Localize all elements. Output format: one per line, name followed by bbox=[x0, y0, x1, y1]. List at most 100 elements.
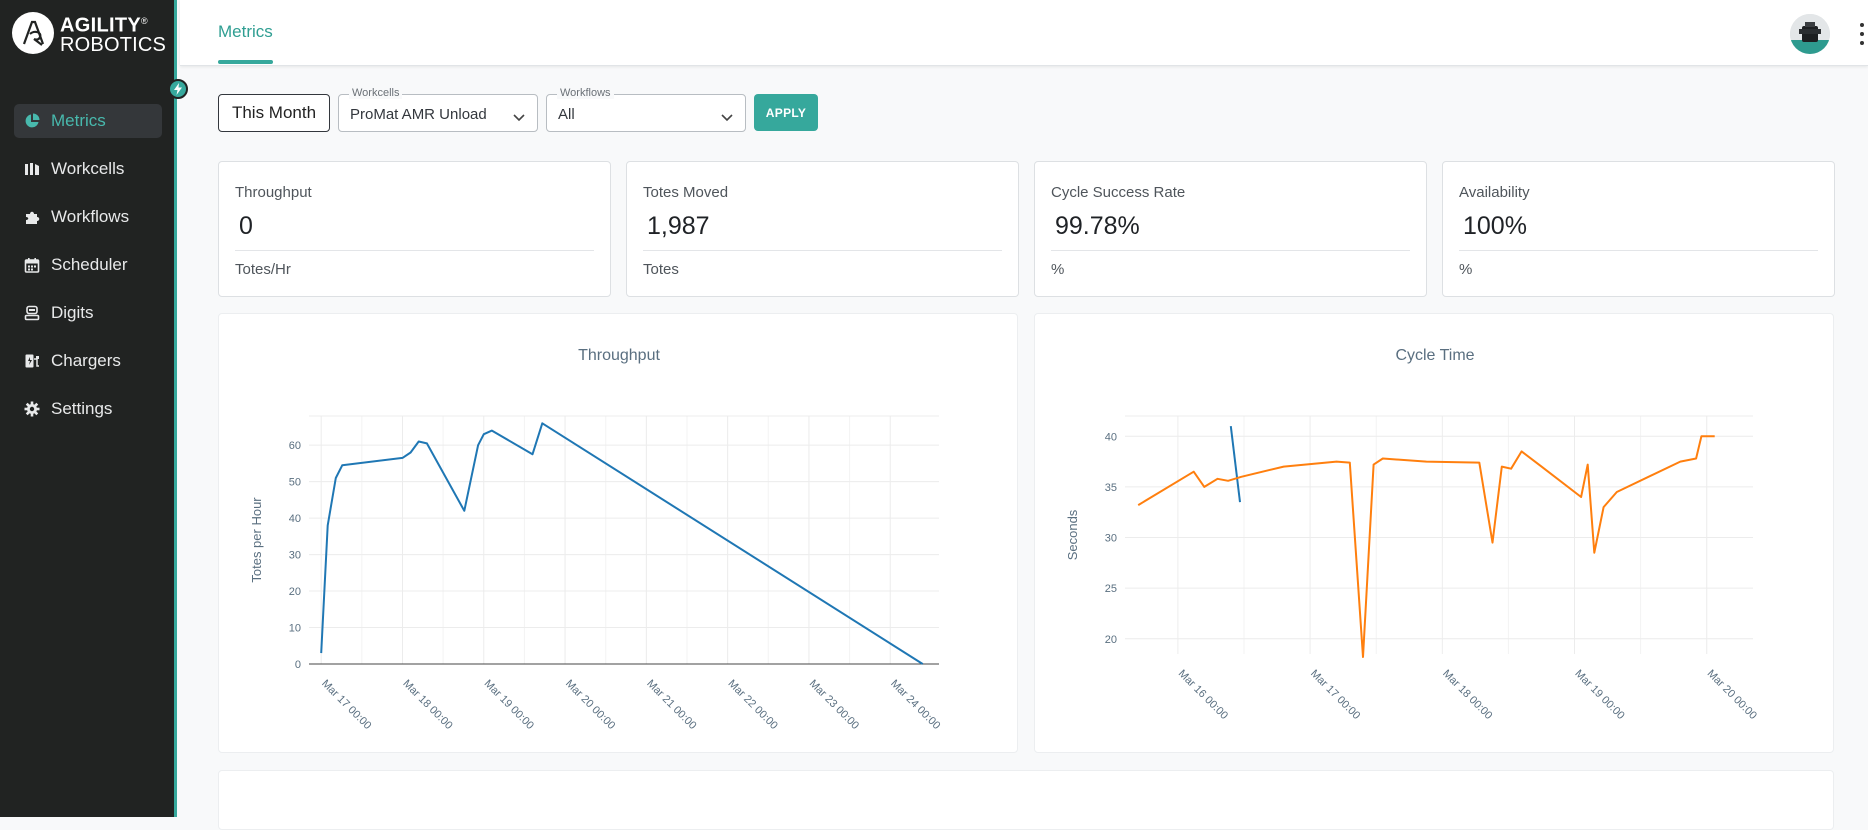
avatar[interactable] bbox=[1790, 14, 1830, 54]
workflows-select-value: All bbox=[558, 106, 575, 123]
brand-logo[interactable]: AGILITY® ROBOTICS bbox=[12, 12, 166, 55]
kpi-divider bbox=[1459, 250, 1818, 251]
y-tick-label: 20 bbox=[1105, 634, 1117, 646]
y-tick-label: 35 bbox=[1105, 482, 1117, 494]
brand-line2: ROBOTICS bbox=[60, 33, 167, 56]
x-tick-label: Mar 19 00:00 bbox=[482, 678, 536, 732]
gear-icon bbox=[23, 400, 41, 418]
x-tick-label: Mar 24 00:00 bbox=[888, 678, 942, 732]
kpi-divider bbox=[643, 250, 1002, 251]
workcells-icon bbox=[23, 160, 41, 178]
sidebar-item-label: Metrics bbox=[51, 111, 106, 130]
cycle-time-chart[interactable]: Cycle Time Mar 16 00:00 Mar 17 00:00 Mar 18… bbox=[1035, 314, 1835, 754]
y-tick-label: 60 bbox=[289, 440, 301, 452]
sidebar-item-label: Digits bbox=[51, 303, 94, 322]
x-tick-label: Mar 17 00:00 bbox=[1308, 668, 1362, 722]
chart-title: Throughput bbox=[578, 347, 660, 364]
kpi-unit: Totes/Hr bbox=[235, 261, 291, 278]
y-axis-label: Totes per Hour bbox=[249, 497, 264, 583]
charger-icon bbox=[23, 352, 41, 370]
y-tick-label: 10 bbox=[289, 623, 301, 635]
y-tick-label: 40 bbox=[1105, 431, 1117, 443]
y-tick-label: 40 bbox=[289, 513, 301, 525]
y-tick-label: 50 bbox=[289, 477, 301, 489]
x-tick-label: Mar 22 00:00 bbox=[726, 678, 780, 732]
x-tick-label: Mar 19 00:00 bbox=[1572, 668, 1626, 722]
more-options-icon[interactable] bbox=[1855, 20, 1868, 48]
sidebar-item-settings[interactable]: Settings bbox=[14, 392, 162, 426]
kpi-value: 1,987 bbox=[647, 212, 710, 240]
x-tick-label: Mar 17 00:00 bbox=[319, 678, 373, 732]
sidebar-item-workcells[interactable]: Workcells bbox=[14, 152, 162, 186]
sidebar-item-label: Workflows bbox=[51, 207, 130, 226]
sidebar-item-digits[interactable]: Digits bbox=[14, 296, 162, 330]
registered-mark: ® bbox=[141, 16, 148, 26]
workflows-select-label: Workflows bbox=[557, 87, 614, 99]
workcells-select-label: Workcells bbox=[349, 87, 403, 99]
kpi-unit: % bbox=[1459, 261, 1473, 278]
throughput-chart-panel: Throughput Mar 17 00:00 Mar 18 00:00 Mar 19… bbox=[218, 313, 1018, 753]
sidebar-item-metrics[interactable]: Metrics bbox=[14, 104, 162, 138]
sidebar-nav: Metrics Workcells Workflows Scheduler Di… bbox=[14, 104, 162, 440]
sidebar-item-scheduler[interactable]: Scheduler bbox=[14, 248, 162, 282]
kpi-value: 99.78% bbox=[1055, 212, 1140, 240]
pie-chart-icon bbox=[23, 112, 41, 130]
brand-line1: AGILITY bbox=[60, 14, 141, 37]
chart-title: Cycle Time bbox=[1395, 347, 1474, 364]
y-tick-label: 30 bbox=[289, 550, 301, 562]
kpi-divider bbox=[1051, 250, 1410, 251]
workcells-select[interactable]: Workcells ProMat AMR Unload bbox=[338, 87, 538, 132]
throughput-chart[interactable]: Throughput Mar 17 00:00 Mar 18 00:00 Mar 19… bbox=[219, 314, 1019, 754]
kpi-card-totes-moved: Totes Moved 1,987 Totes bbox=[626, 161, 1019, 297]
kpi-title: Throughput bbox=[235, 184, 312, 201]
x-tick-label: Mar 16 00:00 bbox=[1176, 668, 1230, 722]
x-tick-label: Mar 18 00:00 bbox=[400, 678, 454, 732]
chevron-down-icon bbox=[721, 109, 733, 127]
top-bar: Metrics bbox=[180, 0, 1868, 66]
y-tick-label: 20 bbox=[289, 586, 301, 598]
x-tick-label: Mar 20 00:00 bbox=[563, 678, 617, 732]
apply-button[interactable]: APPLY bbox=[754, 94, 818, 131]
kpi-divider bbox=[235, 250, 594, 251]
x-tick-label: Mar 18 00:00 bbox=[1440, 668, 1494, 722]
period-button[interactable]: This Month bbox=[218, 94, 330, 132]
kpi-value: 100% bbox=[1463, 212, 1527, 240]
y-tick-label: 25 bbox=[1105, 583, 1117, 595]
active-tab-indicator bbox=[218, 60, 273, 64]
y-tick-label: 30 bbox=[1105, 533, 1117, 545]
kpi-title: Cycle Success Rate bbox=[1051, 184, 1186, 201]
sidebar-item-workflows[interactable]: Workflows bbox=[14, 200, 162, 234]
kpi-title: Totes Moved bbox=[643, 184, 729, 201]
kpi-unit: Totes bbox=[643, 261, 679, 278]
puzzle-icon bbox=[23, 208, 41, 226]
series-line bbox=[320, 422, 924, 665]
series-line bbox=[1229, 425, 1241, 503]
kpi-card-throughput: Throughput 0 Totes/Hr bbox=[218, 161, 611, 297]
y-tick-label: 0 bbox=[295, 659, 301, 671]
workcells-select-value: ProMat AMR Unload bbox=[350, 106, 487, 123]
series-line bbox=[1137, 435, 1715, 658]
agility-logo-icon bbox=[12, 12, 54, 55]
x-tick-label: Mar 20 00:00 bbox=[1705, 668, 1759, 722]
y-axis-label: Seconds bbox=[1065, 509, 1080, 560]
kpi-unit: % bbox=[1051, 261, 1065, 278]
additional-chart-panel bbox=[218, 770, 1834, 830]
sidebar: AGILITY® ROBOTICS Metrics Workcells Work… bbox=[0, 0, 177, 817]
kpi-value: 0 bbox=[239, 212, 253, 240]
calendar-icon bbox=[23, 256, 41, 274]
robot-icon bbox=[23, 304, 41, 322]
chevron-down-icon bbox=[513, 109, 525, 127]
sidebar-item-label: Chargers bbox=[51, 351, 121, 370]
tab-metrics[interactable]: Metrics bbox=[218, 22, 273, 41]
cycle-time-chart-panel: Cycle Time Mar 16 00:00 Mar 17 00:00 Mar 18… bbox=[1034, 313, 1834, 753]
workflows-select[interactable]: Workflows All bbox=[546, 87, 746, 132]
x-tick-label: Mar 21 00:00 bbox=[644, 678, 698, 732]
kpi-card-cycle-success-rate: Cycle Success Rate 99.78% % bbox=[1034, 161, 1427, 297]
sidebar-item-label: Settings bbox=[51, 399, 113, 418]
x-tick-label: Mar 23 00:00 bbox=[807, 678, 861, 732]
sidebar-item-chargers[interactable]: Chargers bbox=[14, 344, 162, 378]
sidebar-item-label: Scheduler bbox=[51, 255, 128, 274]
kpi-card-availability: Availability 100% % bbox=[1442, 161, 1835, 297]
kpi-title: Availability bbox=[1459, 184, 1530, 201]
sidebar-toggle-bolt-icon[interactable] bbox=[168, 79, 188, 99]
